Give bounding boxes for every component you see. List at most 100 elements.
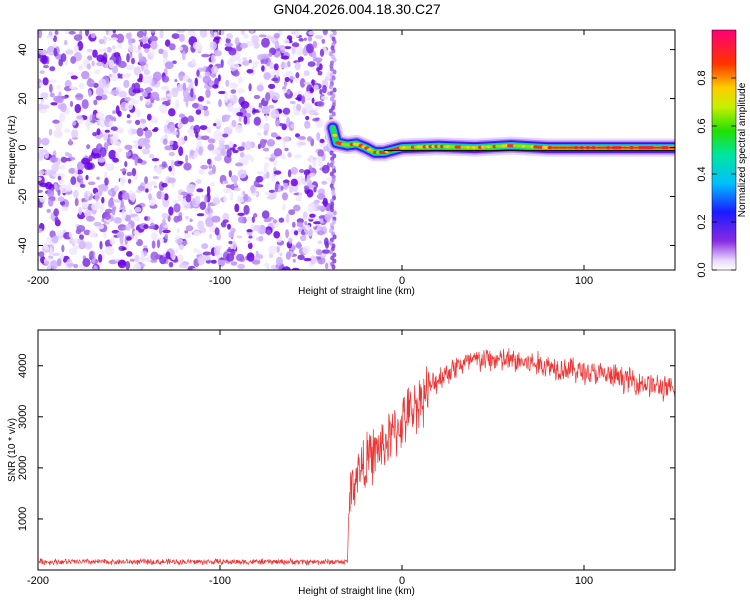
noise-blob	[105, 163, 115, 172]
noise-blob	[236, 112, 244, 117]
noise-blob	[64, 128, 71, 133]
noise-blob	[74, 103, 82, 114]
noise-blob	[227, 59, 235, 66]
noise-blob	[224, 42, 233, 47]
noise-blob	[284, 147, 289, 152]
noise-blob	[162, 49, 168, 60]
noise-blob	[105, 246, 114, 256]
noise-blob	[265, 92, 271, 102]
noise-blob	[115, 151, 120, 159]
noise-blob	[49, 246, 53, 256]
noise-blob	[177, 215, 183, 222]
noise-blob	[276, 246, 280, 253]
noise-blob	[269, 62, 274, 70]
noise-blob	[115, 55, 120, 66]
noise-blob	[201, 243, 209, 250]
noise-blob	[39, 182, 49, 188]
noise-blob	[295, 196, 300, 202]
noise-blob	[131, 168, 137, 177]
noise-blob	[193, 247, 198, 254]
noise-blob	[161, 213, 169, 219]
noise-blob	[297, 254, 305, 260]
noise-blob	[225, 79, 230, 88]
noise-blob	[108, 120, 114, 128]
noise-blob	[253, 94, 261, 100]
noise-blob	[91, 202, 100, 211]
noise-blob	[44, 261, 49, 265]
spectrogram-frame	[37, 29, 676, 271]
noise-blob	[317, 240, 323, 244]
noise-blob	[242, 57, 248, 61]
noise-blob	[103, 221, 110, 225]
noise-blob	[285, 251, 291, 260]
noise-blob	[79, 234, 84, 240]
noise-blob	[124, 144, 133, 150]
spectrogram-ytick-label: 0	[17, 144, 29, 150]
noise-blob	[81, 99, 89, 110]
noise-blob	[123, 79, 130, 89]
noise-blob	[197, 220, 205, 230]
noise-blob	[161, 75, 170, 83]
noise-blob	[278, 108, 282, 114]
noise-blob	[120, 200, 124, 208]
noise-blob	[268, 104, 275, 109]
noise-blob	[196, 179, 202, 185]
noise-blob	[151, 158, 160, 162]
noise-blob	[283, 38, 290, 45]
noise-blob	[119, 73, 124, 79]
noise-blob	[282, 266, 291, 270]
noise-blob	[58, 164, 66, 170]
noise-blob	[168, 165, 173, 172]
noise-blob	[218, 90, 227, 95]
noise-blob	[160, 191, 165, 201]
noise-blob	[85, 30, 89, 37]
noise-blob	[236, 235, 243, 239]
noise-blob	[133, 216, 140, 222]
noise-blob	[122, 74, 126, 78]
noise-blob	[108, 259, 118, 265]
noise-blob	[173, 203, 181, 213]
noise-blob	[183, 233, 192, 239]
noise-blob	[198, 104, 204, 111]
noise-blob	[273, 63, 279, 71]
noise-blob	[185, 225, 194, 232]
noise-blob	[179, 74, 183, 82]
noise-blob	[205, 88, 211, 99]
noise-blob	[172, 131, 178, 136]
noise-blob	[51, 235, 59, 244]
noise-blob	[196, 249, 202, 255]
noise-blob	[47, 262, 51, 270]
noise-blob	[192, 41, 202, 50]
noise-blob	[38, 49, 48, 56]
noise-blob	[162, 198, 170, 208]
noise-blob	[207, 143, 215, 151]
noise-blob	[177, 123, 184, 129]
noise-blob	[49, 79, 57, 83]
noise-blob	[175, 238, 184, 244]
noise-blob	[322, 84, 327, 94]
noise-blob	[296, 241, 302, 249]
noise-blob	[108, 189, 112, 196]
noise-blob	[125, 223, 132, 231]
noise-blob	[113, 185, 119, 193]
noise-blob	[225, 37, 231, 44]
noise-blob	[56, 258, 62, 267]
noise-blob	[109, 135, 118, 145]
noise-blob	[73, 34, 83, 41]
noise-blob	[213, 245, 221, 256]
noise-blob	[138, 73, 143, 81]
noise-blob	[116, 231, 125, 239]
noise-blob	[253, 116, 261, 126]
colorbar: 0.0 0.2 0.4 0.6 0.8 Normalized spectral ampl…	[696, 29, 748, 278]
noise-blob	[309, 213, 316, 218]
snr-xlabel: Height of straight line (km)	[298, 586, 415, 597]
noise-blob	[95, 87, 104, 96]
noise-blob	[60, 156, 68, 163]
noise-blob	[182, 82, 187, 92]
noise-blob	[98, 38, 105, 45]
noise-blob	[194, 77, 199, 87]
noise-blob	[189, 218, 193, 223]
noise-blob	[306, 189, 314, 198]
noise-blob	[255, 250, 259, 257]
